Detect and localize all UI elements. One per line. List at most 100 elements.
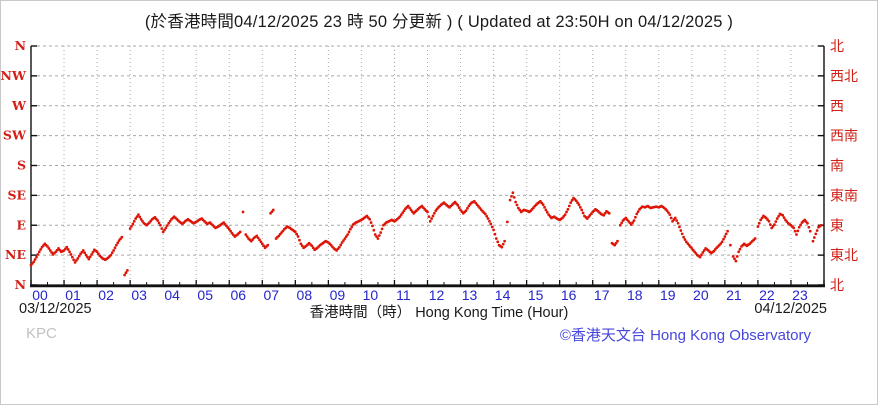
data-point (401, 211, 405, 214)
data-point (682, 235, 685, 239)
data-point (376, 237, 380, 240)
data-point (819, 223, 823, 227)
data-point (565, 210, 568, 214)
data-point (402, 209, 406, 212)
data-point (815, 229, 819, 232)
data-point (296, 235, 300, 238)
y-label-left: SW (3, 128, 27, 143)
data-point (157, 221, 161, 225)
data-point (115, 243, 118, 247)
data-point (729, 243, 732, 247)
y-label-left: SE (7, 187, 26, 202)
data-point (87, 257, 91, 261)
data-point (141, 219, 144, 223)
data-point (368, 217, 371, 221)
data-point (134, 217, 137, 220)
data-point (613, 243, 617, 247)
y-label-right: 西北 (830, 68, 858, 84)
data-point (168, 219, 172, 223)
data-point (259, 240, 263, 244)
data-point (159, 223, 162, 227)
data-point (339, 243, 343, 247)
y-label-left: NE (5, 247, 26, 262)
hour-label: 22 (759, 287, 775, 303)
data-point (349, 227, 352, 231)
hour-label: 08 (297, 287, 313, 303)
data-point (545, 211, 549, 214)
data-point (518, 208, 522, 212)
data-point (132, 219, 136, 223)
data-point (602, 213, 606, 217)
hour-label: 07 (264, 287, 280, 303)
data-point (262, 244, 265, 248)
hour-label: 10 (363, 287, 379, 303)
y-label-left: N (15, 277, 26, 292)
data-point (165, 224, 169, 227)
hour-label: 17 (594, 287, 610, 303)
y-axis-labels-left: N NW W SW S SE E NE N (1, 38, 27, 292)
y-label-left: E (16, 217, 26, 232)
data-point (581, 211, 585, 215)
hour-label: 20 (693, 287, 709, 303)
data-point (346, 233, 349, 236)
data-point (229, 229, 232, 233)
data-point (568, 204, 571, 208)
data-point (669, 216, 673, 220)
data-point (543, 206, 546, 209)
data-point (680, 232, 684, 236)
data-point (238, 230, 242, 234)
data-point (258, 238, 261, 242)
data-point (702, 249, 706, 252)
data-point (120, 235, 124, 239)
data-point (227, 227, 231, 231)
data-point (338, 245, 341, 249)
data-point (131, 222, 135, 226)
data-point (634, 215, 637, 219)
hour-label: 21 (726, 287, 742, 303)
data-point (380, 227, 384, 231)
data-point (163, 228, 166, 232)
data-point (618, 223, 622, 227)
data-point (33, 258, 37, 261)
data-point (295, 232, 299, 236)
data-point (792, 226, 796, 230)
hour-label: 05 (197, 287, 213, 303)
data-point (668, 213, 672, 216)
data-point (569, 201, 572, 204)
data-point (135, 215, 139, 218)
data-point (793, 229, 797, 233)
data-point (629, 223, 633, 226)
data-point (241, 210, 245, 214)
data-point (272, 208, 275, 212)
data-point (427, 215, 431, 218)
data-point (492, 228, 495, 232)
y-label-right: 北 (830, 38, 844, 54)
data-point (496, 240, 500, 244)
data-point (759, 218, 762, 222)
data-point (406, 204, 410, 208)
data-point (344, 235, 348, 238)
data-point (110, 251, 114, 255)
data-point (47, 247, 51, 250)
data-point (774, 220, 778, 223)
data-point (161, 230, 165, 234)
data-point (77, 254, 81, 258)
data-point (495, 237, 498, 240)
data-point (679, 229, 683, 232)
y-label-right: 西 (830, 98, 844, 114)
data-point (109, 253, 113, 257)
data-point (806, 221, 809, 225)
data-point (665, 209, 669, 212)
data-point (300, 244, 304, 248)
data-point (813, 236, 816, 239)
data-point (808, 229, 812, 233)
data-point (35, 255, 38, 259)
hour-label: 18 (627, 287, 643, 303)
y-label-left: NW (1, 68, 27, 83)
data-point (635, 212, 639, 216)
data-point (760, 216, 764, 220)
data-point (408, 206, 411, 210)
data-point (126, 269, 129, 272)
